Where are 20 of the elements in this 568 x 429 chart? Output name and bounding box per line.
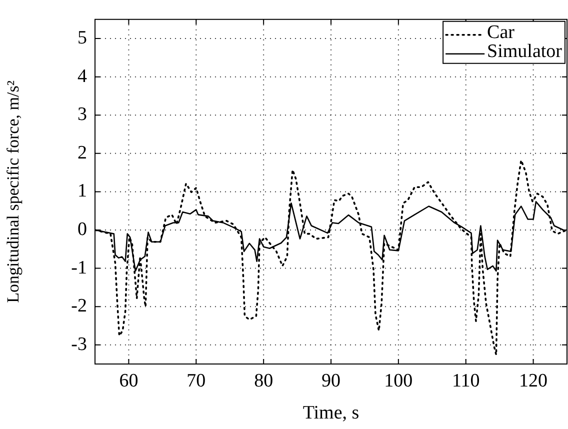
legend-label: Simulator (487, 40, 563, 62)
x-tick-label: 120 (519, 370, 548, 392)
y-tick-label: -1 (71, 257, 87, 278)
y-tick-label: 5 (78, 28, 87, 49)
x-tick-label: 110 (452, 370, 480, 392)
y-tick-label: 2 (78, 142, 87, 164)
x-tick-label: 90 (322, 370, 340, 392)
x-tick-label: 60 (119, 370, 138, 392)
y-tick-label: -3 (71, 334, 87, 355)
y-tick-label: 3 (78, 104, 87, 126)
x-tick-label: 100 (384, 370, 413, 392)
y-axis-title: Longitudinal specific force, m/s² (4, 80, 23, 303)
y-tick-label: 1 (78, 180, 87, 202)
x-tick-label: 80 (254, 370, 274, 392)
x-axis-title: Time, s (302, 402, 360, 424)
legend-label: Car (487, 22, 516, 43)
y-tick-label: -2 (71, 296, 87, 317)
y-tick-label: 0 (78, 218, 87, 240)
x-tick-label: 70 (186, 370, 206, 392)
y-tick-label: 4 (78, 66, 88, 87)
